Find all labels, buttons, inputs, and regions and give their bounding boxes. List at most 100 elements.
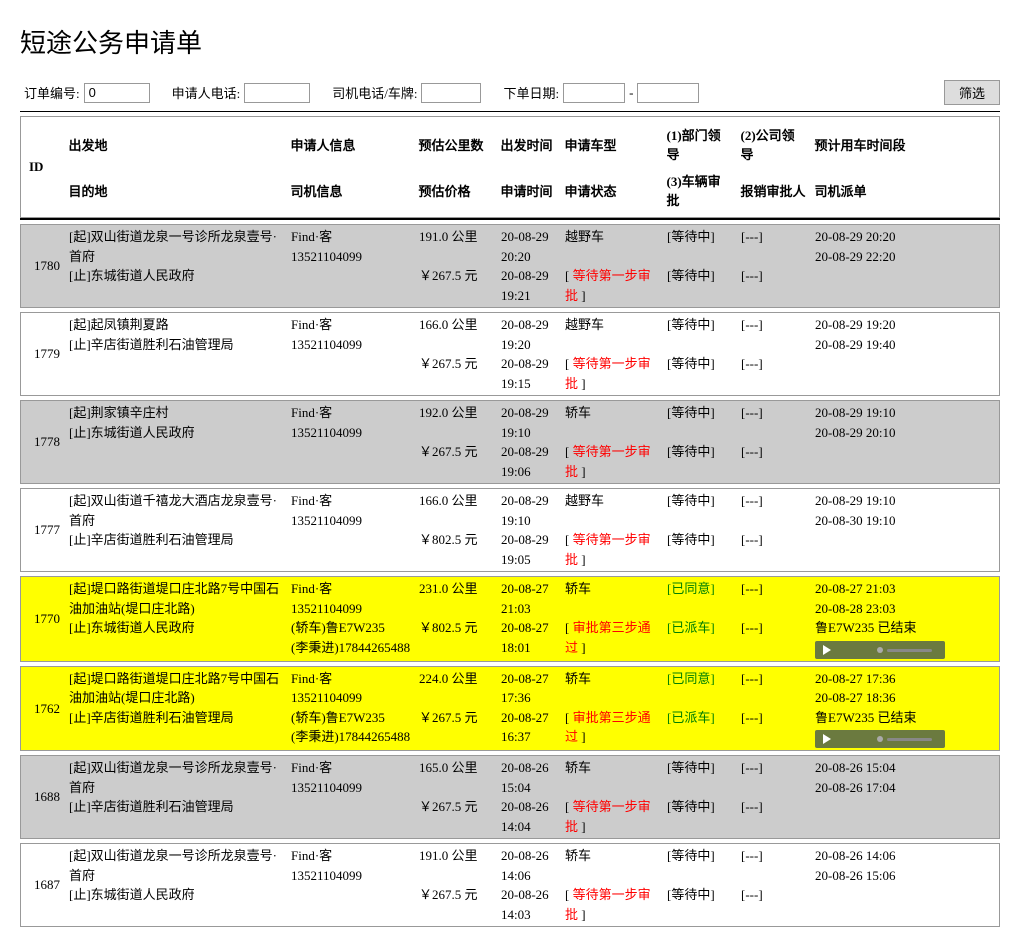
row-cartype: 越野车[ 等待第一步审批 ]	[561, 225, 663, 307]
hdr-s4: 报销审批人	[737, 171, 811, 218]
row-origin: [起]双山街道龙泉一号诊所龙泉壹号·首府[止]东城街道人民政府	[65, 844, 287, 926]
table-row[interactable]: 1778[起]荆家镇辛庄村[止]东城街道人民政府Find·客1352110409…	[20, 400, 1000, 484]
table-row[interactable]: 1777[起]双山街道千禧龙大酒店龙泉壹号·首府[止]辛店街道胜利石油管理局Fi…	[20, 488, 1000, 572]
row-s2: [---][---]	[737, 844, 811, 926]
row-origin: [起]双山街道龙泉一号诊所龙泉壹号·首府[止]东城街道人民政府	[65, 225, 287, 307]
table-row[interactable]: 1780[起]双山街道龙泉一号诊所龙泉壹号·首府[止]东城街道人民政府Find·…	[20, 224, 1000, 308]
table-row[interactable]: 1779[起]起凤镇荆夏路[止]辛店街道胜利石油管理局Find·客1352110…	[20, 312, 1000, 396]
row-km: 166.0 公里￥802.5 元	[415, 489, 497, 571]
row-timerange: 20-08-29 19:1020-08-30 19:10	[811, 489, 999, 571]
audio-player[interactable]	[815, 641, 945, 659]
hdr-timerange: 预计用车时间段	[811, 117, 1000, 172]
applicant-phone-label: 申请人电话:	[172, 83, 241, 102]
row-s1: [等待中][等待中]	[663, 489, 737, 571]
hdr-origin: 出发地	[65, 117, 287, 172]
row-applicant: Find·客13521104099	[287, 756, 415, 838]
row-timerange: 20-08-29 19:2020-08-29 19:40	[811, 313, 999, 395]
row-s1: [已同意][已派车]	[663, 577, 737, 661]
row-id: 1688	[21, 756, 65, 838]
date-sep: -	[629, 85, 633, 101]
row-id: 1780	[21, 225, 65, 307]
row-applicant: Find·客13521104099(轿车)鲁E7W235(李秉进)1784426…	[287, 577, 415, 661]
row-timerange: 20-08-27 21:0320-08-28 23:03鲁E7W235 已结束	[811, 577, 999, 661]
row-origin: [起]双山街道千禧龙大酒店龙泉壹号·首府[止]辛店街道胜利石油管理局	[65, 489, 287, 571]
row-origin: [起]荆家镇辛庄村[止]东城街道人民政府	[65, 401, 287, 483]
date-from-input[interactable]	[563, 83, 625, 103]
hdr-depart: 出发时间	[497, 117, 561, 172]
row-km: 166.0 公里￥267.5 元	[415, 313, 497, 395]
row-timerange: 20-08-27 17:3620-08-27 18:36鲁E7W235 已结束	[811, 667, 999, 751]
row-timerange: 20-08-26 15:0420-08-26 17:04	[811, 756, 999, 838]
row-applicant: Find·客13521104099	[287, 313, 415, 395]
row-applicant: Find·客13521104099(轿车)鲁E7W235(李秉进)1784426…	[287, 667, 415, 751]
row-cartype: 轿车[ 等待第一步审批 ]	[561, 844, 663, 926]
row-s1: [等待中][等待中]	[663, 313, 737, 395]
page-title: 短途公务申请单	[20, 23, 1000, 60]
audio-player[interactable]	[815, 730, 945, 748]
row-origin: [起]双山街道龙泉一号诊所龙泉壹号·首府[止]辛店街道胜利石油管理局	[65, 756, 287, 838]
table-row[interactable]: 1762[起]堤口路街道堤口庄北路7号中国石油加油站(堤口庄北路)[止]辛店街道…	[20, 666, 1000, 752]
filter-bar: 订单编号: 申请人电话: 司机电话/车牌: 下单日期: - 筛选	[20, 80, 1000, 105]
row-applicant: Find·客13521104099	[287, 844, 415, 926]
row-depart: 20-08-2919:1020-08-2919:05	[497, 489, 561, 571]
row-s2: [---][---]	[737, 667, 811, 751]
header-table: ID 出发地 申请人信息 预估公里数 出发时间 申请车型 (1)部门领导 (2)…	[20, 116, 1000, 218]
row-depart: 20-08-2919:2020-08-2919:15	[497, 313, 561, 395]
row-id: 1762	[21, 667, 65, 751]
applicant-phone-input[interactable]	[244, 83, 310, 103]
row-km: 191.0 公里￥267.5 元	[415, 225, 497, 307]
order-label: 订单编号:	[24, 83, 80, 102]
row-depart: 20-08-2920:2020-08-2919:21	[497, 225, 561, 307]
row-timerange: 20-08-26 14:0620-08-26 15:06	[811, 844, 999, 926]
row-applicant: Find·客13521104099	[287, 401, 415, 483]
table-row[interactable]: 1687[起]双山街道龙泉一号诊所龙泉壹号·首府[止]东城街道人民政府Find·…	[20, 843, 1000, 927]
row-s2: [---][---]	[737, 489, 811, 571]
hdr-s3: (3)车辆审批	[663, 171, 737, 218]
row-km: 165.0 公里￥267.5 元	[415, 756, 497, 838]
row-id: 1770	[21, 577, 65, 661]
date-to-input[interactable]	[637, 83, 699, 103]
hdr-status: 申请状态	[561, 171, 663, 218]
row-id: 1779	[21, 313, 65, 395]
table-row[interactable]: 1688[起]双山街道龙泉一号诊所龙泉壹号·首府[止]辛店街道胜利石油管理局Fi…	[20, 755, 1000, 839]
row-s2: [---][---]	[737, 313, 811, 395]
row-s2: [---][---]	[737, 225, 811, 307]
hdr-driver: 司机信息	[287, 171, 415, 218]
row-id: 1777	[21, 489, 65, 571]
hdr-s1: (1)部门领导	[663, 117, 737, 172]
hdr-apply: 申请时间	[497, 171, 561, 218]
table-row[interactable]: 1770[起]堤口路街道堤口庄北路7号中国石油加油站(堤口庄北路)[止]东城街道…	[20, 576, 1000, 662]
row-depart: 20-08-2919:1020-08-2919:06	[497, 401, 561, 483]
row-km: 191.0 公里￥267.5 元	[415, 844, 497, 926]
row-origin: [起]堤口路街道堤口庄北路7号中国石油加油站(堤口庄北路)[止]辛店街道胜利石油…	[65, 667, 287, 751]
row-cartype: 轿车[ 等待第一步审批 ]	[561, 401, 663, 483]
row-cartype: 越野车[ 等待第一步审批 ]	[561, 313, 663, 395]
hdr-cartype: 申请车型	[561, 117, 663, 172]
hdr-dest: 目的地	[65, 171, 287, 218]
driver-phone-input[interactable]	[421, 83, 481, 103]
row-depart: 20-08-2614:0620-08-2614:03	[497, 844, 561, 926]
row-timerange: 20-08-29 20:2020-08-29 22:20	[811, 225, 999, 307]
order-input[interactable]	[84, 83, 150, 103]
divider	[20, 111, 1000, 112]
row-cartype: 轿车[ 等待第一步审批 ]	[561, 756, 663, 838]
row-s1: [等待中][等待中]	[663, 225, 737, 307]
row-depart: 20-08-2721:0320-08-2718:01	[497, 577, 561, 661]
row-origin: [起]堤口路街道堤口庄北路7号中国石油加油站(堤口庄北路)[止]东城街道人民政府	[65, 577, 287, 661]
row-depart: 20-08-2717:3620-08-2716:37	[497, 667, 561, 751]
hdr-s2: (2)公司领导	[737, 117, 811, 172]
row-s1: [已同意][已派车]	[663, 667, 737, 751]
row-id: 1778	[21, 401, 65, 483]
row-s2: [---][---]	[737, 577, 811, 661]
row-depart: 20-08-2615:0420-08-2614:04	[497, 756, 561, 838]
hdr-dispatch: 司机派单	[811, 171, 1000, 218]
row-s2: [---][---]	[737, 756, 811, 838]
hdr-id: ID	[21, 117, 65, 218]
row-origin: [起]起凤镇荆夏路[止]辛店街道胜利石油管理局	[65, 313, 287, 395]
hdr-km: 预估公里数	[415, 117, 497, 172]
date-label: 下单日期:	[503, 83, 559, 102]
hdr-price: 预估价格	[415, 171, 497, 218]
row-cartype: 轿车[ 审批第三步通过 ]	[561, 577, 663, 661]
row-km: 231.0 公里￥802.5 元	[415, 577, 497, 661]
filter-button[interactable]: 筛选	[944, 80, 1000, 105]
